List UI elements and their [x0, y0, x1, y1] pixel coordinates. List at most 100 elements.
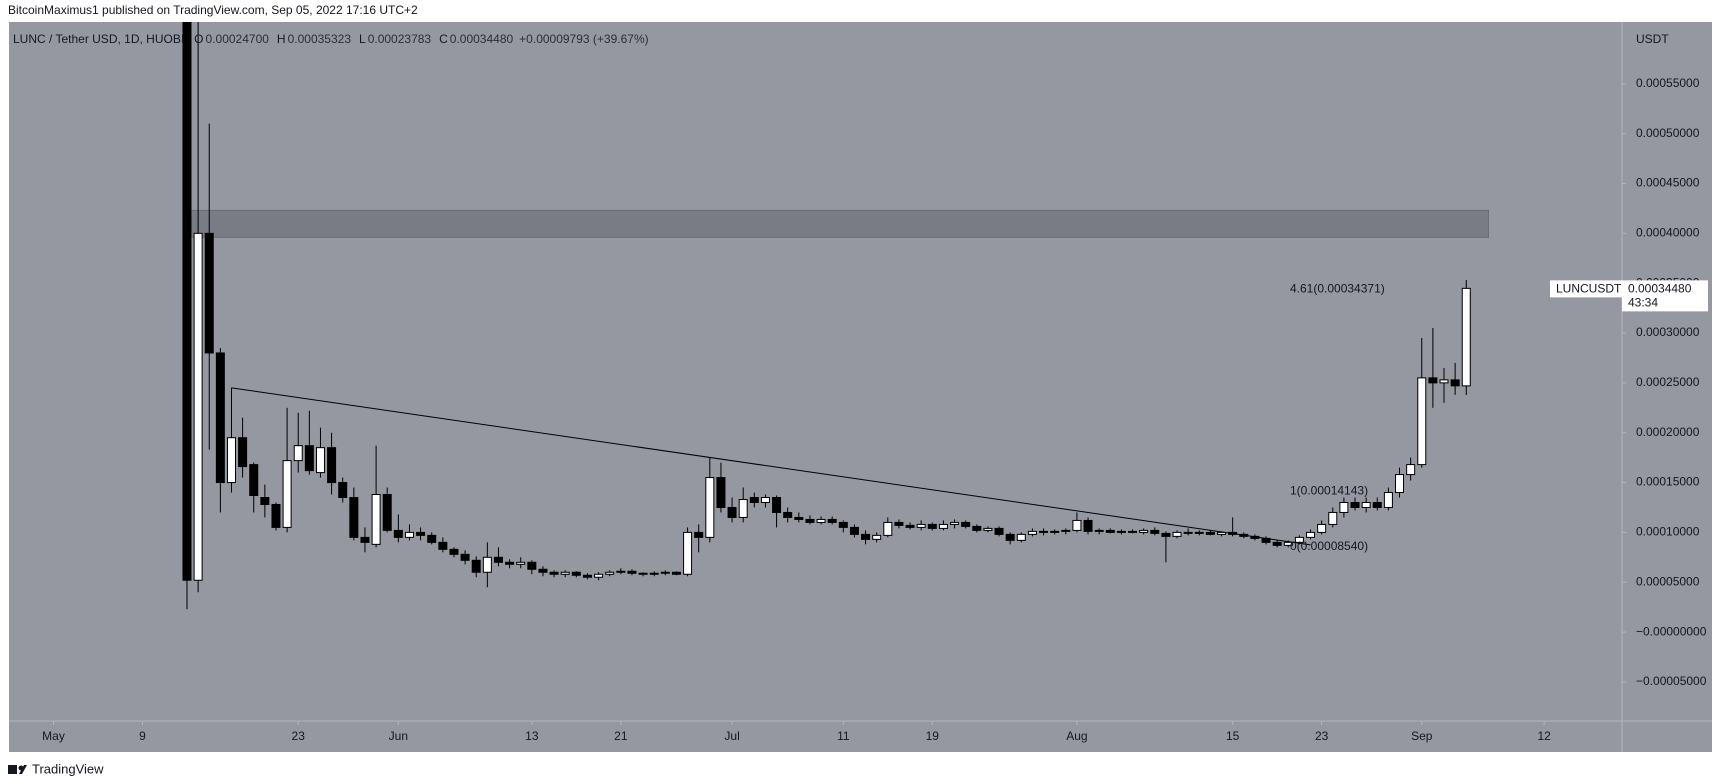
- candle-body: [482, 556, 492, 573]
- candle-body: [371, 494, 381, 545]
- footer-logo: [8, 765, 27, 774]
- candle-body: [1461, 287, 1471, 387]
- candle-body: [582, 574, 592, 578]
- candle-body: [972, 525, 982, 531]
- candle-body: [716, 477, 726, 508]
- candle-body: [293, 445, 303, 462]
- candle-body: [1061, 529, 1071, 532]
- candle-body: [938, 523, 948, 529]
- candle-body: [605, 571, 615, 575]
- y-tick-label: 0.00005000: [1636, 574, 1700, 588]
- plot-area: 4.61(0.00034371) 1(0.00014143) 0(0.0000854…: [182, 22, 1490, 610]
- y-tick-label: 0.00045000: [1636, 176, 1700, 190]
- candle-body: [1339, 501, 1349, 513]
- candle-body: [1450, 379, 1460, 387]
- candle-body: [226, 437, 236, 484]
- candle-body: [861, 533, 871, 540]
- candle-body: [393, 529, 403, 538]
- candle-body: [1361, 501, 1371, 508]
- candle-body: [805, 518, 815, 523]
- candle-body: [1027, 530, 1037, 535]
- candle-body: [1372, 501, 1382, 508]
- chart-background: [9, 22, 1712, 752]
- candle-body: [1283, 541, 1293, 546]
- x-tick-label: 11: [837, 729, 850, 743]
- candle-body: [438, 541, 448, 550]
- candle-body: [1395, 474, 1405, 494]
- candle-body: [449, 548, 459, 555]
- candle-body: [783, 511, 793, 518]
- y-tick-label: 0.00025000: [1636, 375, 1700, 389]
- x-tick-label: 12: [1537, 729, 1551, 743]
- candle-body: [1383, 492, 1393, 508]
- candle-body: [1128, 530, 1138, 533]
- candle-body: [1039, 530, 1049, 533]
- candle-body: [1139, 529, 1149, 533]
- candle-body: [1406, 464, 1416, 476]
- x-tick-label: 21: [614, 729, 628, 743]
- candle-body: [571, 571, 581, 576]
- y-tick-label: 0.00030000: [1636, 325, 1700, 339]
- publisher-line: BitcoinMaximus1 published on TradingView…: [8, 3, 418, 17]
- candle-body: [327, 447, 337, 484]
- price-badge: [1622, 280, 1708, 312]
- candle-body: [260, 497, 270, 505]
- candle-body: [738, 498, 748, 518]
- candle-body: [238, 437, 248, 468]
- legend-key: H: [277, 32, 286, 46]
- candle-body: [1172, 531, 1182, 537]
- resistance-zone: [186, 209, 1490, 238]
- y-tick-label: 0.00020000: [1636, 425, 1700, 439]
- candle-body: [961, 521, 971, 527]
- candle-body: [549, 571, 559, 575]
- candle-body: [794, 516, 804, 520]
- candle-body: [616, 570, 626, 573]
- candle-body: [1183, 531, 1193, 534]
- x-tick-label: 23: [292, 729, 306, 743]
- candle-body: [950, 521, 960, 525]
- candle-body: [1428, 377, 1438, 384]
- candle-body: [527, 561, 537, 570]
- symbol-badge: [1550, 280, 1622, 298]
- candle-body: [1083, 519, 1093, 532]
- candle-body: [1150, 529, 1160, 534]
- candle-body: [1205, 531, 1215, 535]
- candle-body: [1005, 533, 1015, 541]
- x-tick-label: 23: [1315, 729, 1329, 743]
- last-price-label: 0.00034480: [1628, 282, 1692, 296]
- candle-body: [193, 232, 203, 581]
- candle-body: [983, 527, 993, 531]
- candle-body: [215, 352, 225, 484]
- candle-body: [249, 464, 259, 497]
- candle-body: [315, 447, 325, 474]
- x-tick-label: Jun: [389, 729, 408, 743]
- candle-body: [1417, 377, 1427, 466]
- candle-body: [894, 521, 904, 526]
- candle-body: [182, 22, 192, 581]
- candle-body: [705, 477, 715, 538]
- candle-body: [1194, 531, 1204, 534]
- x-tick-label: May: [42, 729, 65, 743]
- candle-body: [671, 571, 681, 575]
- candle-body: [883, 521, 893, 536]
- x-tick-label: 19: [926, 729, 940, 743]
- legend-key: C: [439, 32, 448, 46]
- candle-body: [404, 531, 414, 538]
- candle-body: [338, 482, 348, 499]
- x-tick-label: 15: [1226, 729, 1240, 743]
- legend-key: L: [359, 32, 366, 46]
- candle-body: [760, 497, 770, 503]
- x-tick-label: 13: [525, 729, 539, 743]
- legend-key: O: [194, 32, 203, 46]
- symbol-title: LUNC / Tether USD, 1D, HUOBI: [13, 32, 184, 46]
- fib-label: 4.61(0.00034371): [1290, 282, 1385, 296]
- candle-body: [1272, 541, 1282, 546]
- candle-body: [694, 531, 704, 538]
- candle-body: [905, 524, 915, 528]
- candle-body: [460, 553, 470, 561]
- candle-body: [204, 232, 214, 354]
- trendline: [231, 387, 1311, 546]
- candle-body: [1306, 531, 1316, 538]
- candle-body: [827, 518, 837, 523]
